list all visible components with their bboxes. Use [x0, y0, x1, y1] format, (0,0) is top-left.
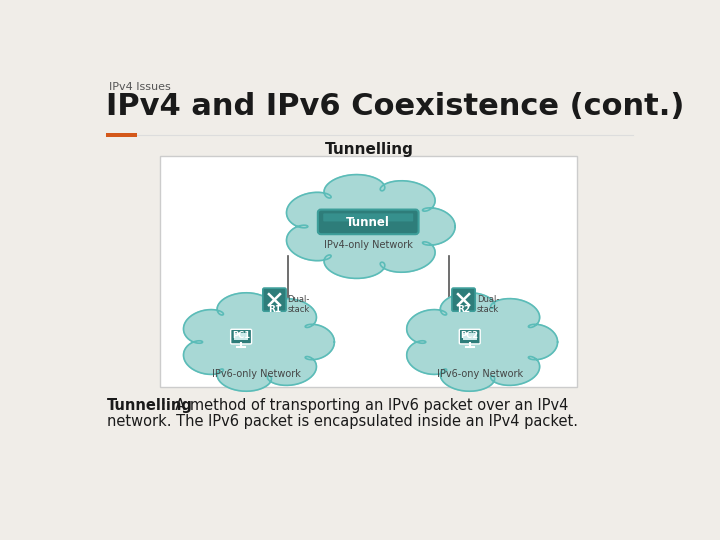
Text: PC2: PC2: [461, 332, 479, 340]
Polygon shape: [287, 174, 455, 279]
FancyBboxPatch shape: [106, 132, 137, 137]
FancyBboxPatch shape: [463, 333, 477, 340]
FancyBboxPatch shape: [452, 288, 475, 311]
Text: IPv4 Issues: IPv4 Issues: [109, 82, 171, 92]
Text: IPv6-only Network: IPv6-only Network: [212, 369, 301, 379]
Text: Tunnelling: Tunnelling: [107, 398, 193, 413]
Text: Tunnel: Tunnel: [346, 216, 390, 229]
Text: R1: R1: [268, 305, 281, 314]
Polygon shape: [184, 293, 334, 391]
Text: network. The IPv6 packet is encapsulated inside an IPv4 packet.: network. The IPv6 packet is encapsulated…: [107, 414, 578, 429]
FancyBboxPatch shape: [323, 213, 413, 221]
FancyBboxPatch shape: [318, 210, 418, 234]
Text: Tunnelling: Tunnelling: [325, 142, 413, 157]
Text: IPv4 and IPv6 Coexistence (cont.): IPv4 and IPv6 Coexistence (cont.): [106, 92, 684, 121]
FancyBboxPatch shape: [234, 333, 248, 340]
FancyBboxPatch shape: [263, 288, 286, 311]
FancyBboxPatch shape: [160, 156, 577, 387]
Text: Dual-
stack: Dual- stack: [287, 295, 310, 314]
Text: IPv6-ony Network: IPv6-ony Network: [437, 369, 523, 379]
FancyBboxPatch shape: [230, 329, 251, 344]
Polygon shape: [407, 293, 557, 391]
Text: Dual-
stack: Dual- stack: [477, 295, 499, 314]
Text: IPv4-only Network: IPv4-only Network: [324, 240, 413, 251]
Text: PC1: PC1: [232, 332, 250, 340]
FancyBboxPatch shape: [459, 329, 480, 344]
Text: R2: R2: [457, 305, 470, 314]
Text: :  A method of transporting an IPv6 packet over an IPv4: : A method of transporting an IPv6 packe…: [161, 398, 569, 413]
